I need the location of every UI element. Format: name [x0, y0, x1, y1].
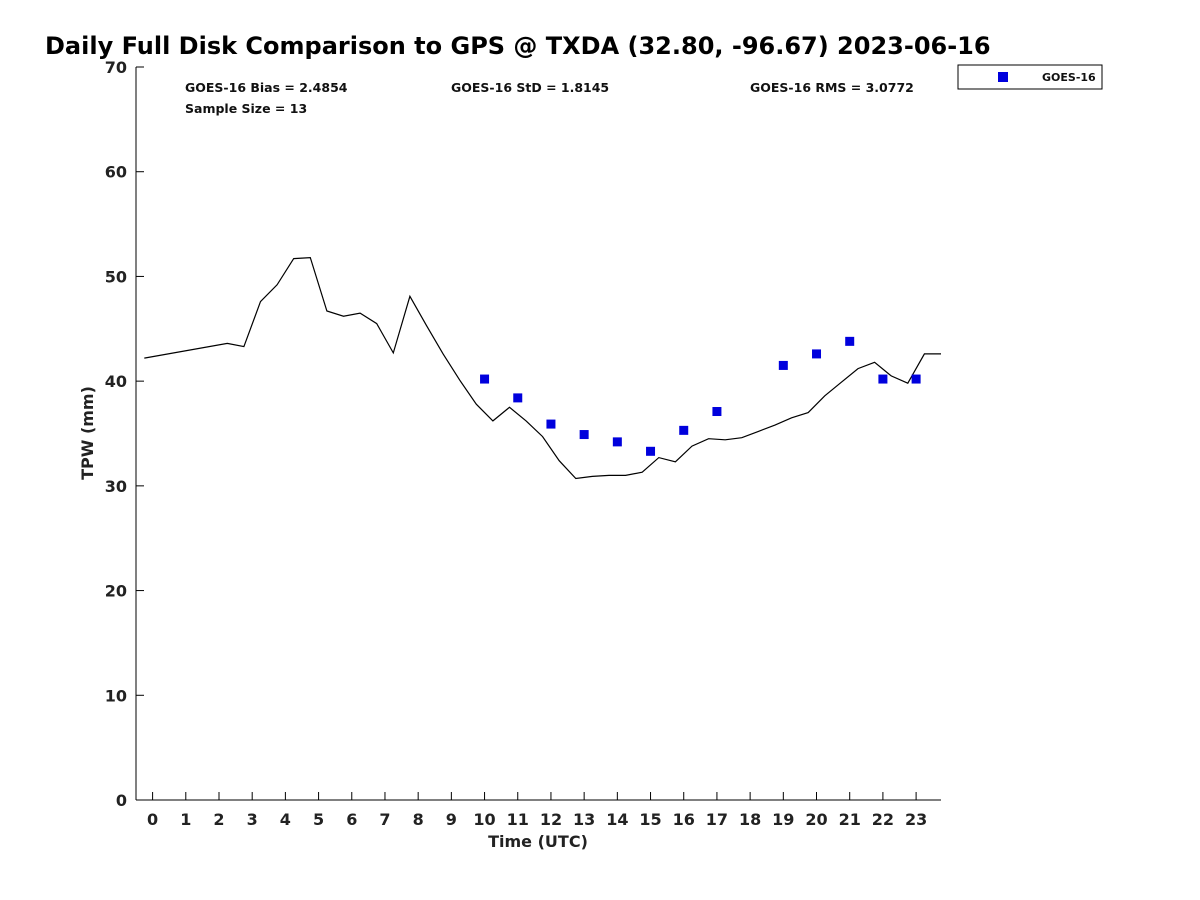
x-tick-label: 6 — [346, 810, 357, 829]
goes16-data-point — [778, 360, 788, 370]
legend-marker-goes16 — [998, 72, 1008, 82]
x-axis-label: Time (UTC) — [488, 832, 588, 851]
x-tick-label: 10 — [473, 810, 495, 829]
y-tick-label: 50 — [105, 267, 127, 286]
x-tick-label: 13 — [573, 810, 595, 829]
gps-tpw-line — [144, 256, 941, 480]
x-tick-label: 17 — [706, 810, 728, 829]
sample-size-annotation: Sample Size = 13 — [185, 101, 307, 116]
x-tick-label: 18 — [739, 810, 761, 829]
x-tick-label: 12 — [540, 810, 562, 829]
x-tick-label: 23 — [905, 810, 927, 829]
y-tick-label: 30 — [105, 477, 127, 496]
x-tick-label: 5 — [313, 810, 324, 829]
x-tick-label: 9 — [446, 810, 457, 829]
goes16-data-point — [812, 349, 822, 359]
bias-annotation: GOES-16 Bias = 2.4854 — [185, 80, 348, 95]
y-tick-label: 70 — [105, 58, 127, 77]
goes16-data-point — [679, 425, 689, 435]
y-tick-label: 20 — [105, 582, 127, 601]
x-tick-label: 1 — [180, 810, 191, 829]
goes16-data-point — [845, 336, 855, 346]
x-tick-label: 20 — [805, 810, 827, 829]
x-tick-label: 4 — [280, 810, 291, 829]
rms-annotation: GOES-16 RMS = 3.0772 — [750, 80, 914, 95]
x-tick-label: 0 — [147, 810, 158, 829]
goes16-data-point — [480, 374, 490, 384]
x-tick-label: 15 — [639, 810, 661, 829]
x-tick-label: 16 — [673, 810, 695, 829]
y-tick-label: 0 — [116, 791, 127, 810]
goes16-data-point — [646, 446, 656, 456]
goes16-data-point — [612, 437, 622, 447]
x-tick-label: 2 — [213, 810, 224, 829]
goes16-data-point — [712, 407, 722, 417]
y-axis-ticks: 0 10 20 30 40 50 60 70 — [105, 58, 144, 810]
goes16-data-point — [579, 430, 589, 440]
legend-box — [957, 64, 1103, 90]
x-tick-label: 22 — [872, 810, 894, 829]
goes16-data-point — [878, 374, 888, 384]
y-tick-label: 10 — [105, 686, 127, 705]
x-tick-label: 7 — [379, 810, 390, 829]
x-tick-label: 14 — [606, 810, 628, 829]
chart-title: Daily Full Disk Comparison to GPS @ TXDA… — [45, 32, 991, 60]
x-tick-label: 8 — [413, 810, 424, 829]
x-tick-label: 19 — [772, 810, 794, 829]
std-annotation: GOES-16 StD = 1.8145 — [451, 80, 609, 95]
goes16-data-point — [513, 393, 523, 403]
goes16-data-point — [911, 374, 921, 384]
x-axis-ticks: 0 1 2 3 4 5 6 7 8 9 10 11 12 13 14 15 16 17 18 19 20 21 22 23 — [147, 792, 927, 829]
y-tick-label: 40 — [105, 372, 127, 391]
y-axis-label: TPW (mm) — [78, 386, 97, 480]
goes16-data-point — [546, 419, 556, 429]
x-tick-label: 21 — [839, 810, 861, 829]
legend-label-goes16: GOES-16 — [1042, 71, 1096, 84]
y-tick-label: 60 — [105, 163, 127, 182]
x-tick-label: 3 — [247, 810, 258, 829]
x-tick-label: 11 — [507, 810, 529, 829]
plot-area — [144, 256, 941, 480]
legend: GOES-16 — [957, 64, 1103, 90]
